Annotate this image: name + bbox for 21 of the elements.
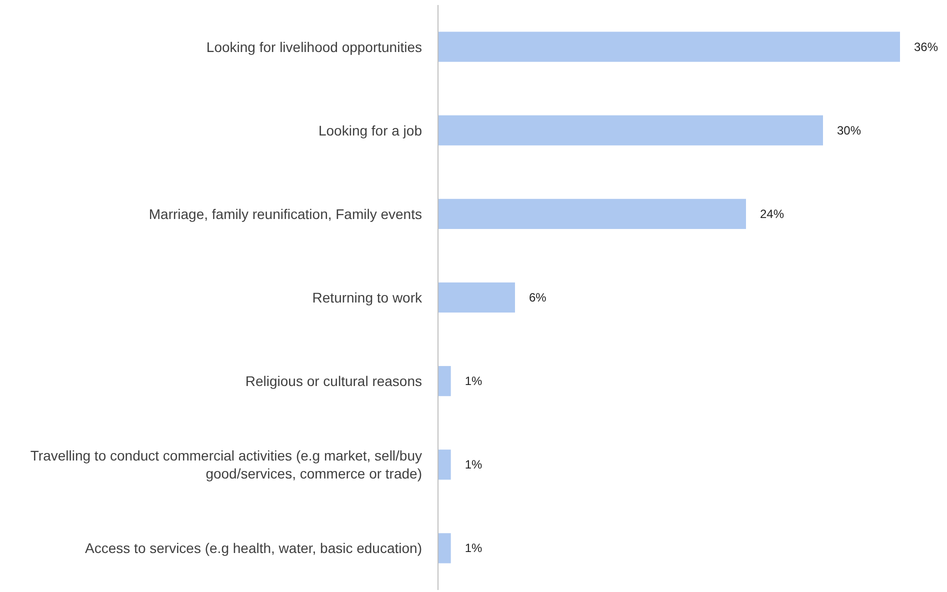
data-label: 1% <box>464 374 483 388</box>
bar <box>438 366 451 396</box>
bar <box>438 450 451 480</box>
bar <box>438 282 515 313</box>
bar <box>438 115 823 146</box>
y-tick-label: Looking for livelihood opportunities <box>206 38 422 55</box>
data-label: 36% <box>914 40 938 54</box>
data-label: 24% <box>760 206 784 221</box>
bar <box>438 533 451 564</box>
y-tick-label: Access to services (e.g health, water, basic education) <box>85 540 422 556</box>
data-label: 1% <box>464 541 483 556</box>
y-tick-label: Looking for a job <box>318 122 422 138</box>
y-tick-label: Marriage, family reunification, Family events <box>148 206 422 222</box>
y-tick-label: Travelling to conduct commercial activities (e.g market, sell/buy good/services, commerce or trade) <box>30 448 422 482</box>
y-tick-label: Returning to work <box>312 290 423 306</box>
data-label: 6% <box>529 290 547 304</box>
data-label: 30% <box>837 123 862 138</box>
bar <box>438 32 900 62</box>
y-tick-label: Religious or cultural reasons <box>245 373 422 390</box>
bar <box>438 198 746 229</box>
data-label: 1% <box>464 458 483 472</box>
